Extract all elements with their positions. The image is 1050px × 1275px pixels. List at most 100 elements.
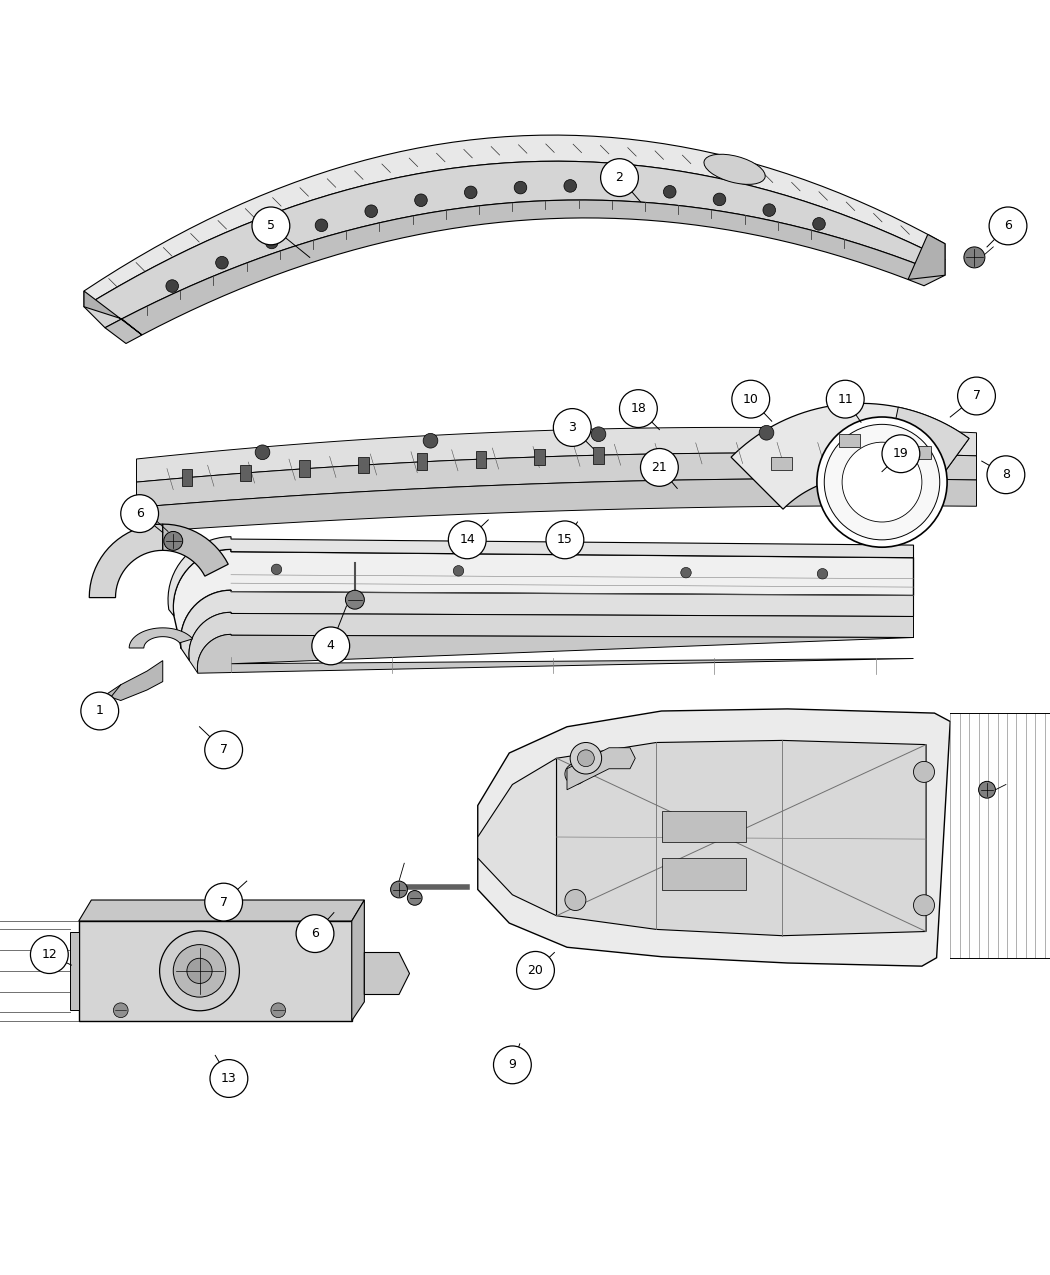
FancyBboxPatch shape [299, 460, 310, 477]
Polygon shape [189, 612, 914, 673]
Circle shape [578, 750, 594, 766]
Circle shape [964, 247, 985, 268]
Circle shape [958, 377, 995, 414]
FancyBboxPatch shape [534, 449, 545, 465]
Circle shape [266, 236, 278, 249]
Circle shape [601, 158, 638, 196]
Text: 9: 9 [508, 1058, 517, 1071]
Circle shape [345, 590, 364, 609]
Circle shape [613, 181, 626, 194]
Polygon shape [478, 709, 950, 966]
Circle shape [312, 627, 350, 664]
Circle shape [464, 186, 477, 199]
Polygon shape [89, 524, 163, 598]
Bar [771, 458, 792, 470]
Circle shape [664, 185, 676, 198]
Circle shape [713, 193, 726, 205]
Circle shape [824, 425, 940, 539]
FancyBboxPatch shape [182, 469, 192, 486]
FancyBboxPatch shape [417, 454, 427, 470]
Polygon shape [70, 932, 79, 1010]
Circle shape [565, 764, 586, 784]
FancyBboxPatch shape [240, 464, 251, 482]
Text: 10: 10 [742, 393, 759, 405]
Bar [839, 435, 860, 446]
Polygon shape [129, 627, 193, 648]
Polygon shape [105, 200, 945, 343]
Circle shape [255, 445, 270, 459]
Polygon shape [79, 900, 364, 921]
Circle shape [173, 945, 226, 997]
Circle shape [423, 434, 438, 448]
Polygon shape [136, 427, 976, 482]
Polygon shape [168, 537, 914, 616]
Circle shape [813, 218, 825, 231]
Circle shape [763, 204, 776, 217]
Bar [910, 446, 931, 459]
Polygon shape [84, 161, 945, 328]
Text: 7: 7 [219, 743, 228, 756]
Text: 19: 19 [892, 448, 908, 460]
Text: 2: 2 [615, 171, 624, 184]
Text: 15: 15 [556, 533, 573, 547]
Polygon shape [556, 741, 926, 936]
Polygon shape [136, 453, 976, 507]
Polygon shape [352, 900, 364, 1021]
Circle shape [215, 256, 228, 269]
FancyBboxPatch shape [358, 456, 369, 473]
Polygon shape [173, 550, 914, 649]
Text: 5: 5 [267, 219, 275, 232]
Circle shape [914, 761, 934, 783]
Text: 14: 14 [460, 533, 475, 547]
Polygon shape [567, 747, 635, 789]
Polygon shape [105, 660, 163, 700]
Text: 12: 12 [42, 949, 57, 961]
Circle shape [591, 427, 606, 441]
Circle shape [989, 207, 1027, 245]
Circle shape [570, 742, 602, 774]
Circle shape [391, 881, 407, 898]
Polygon shape [908, 235, 945, 279]
Circle shape [979, 782, 995, 798]
Circle shape [187, 959, 212, 983]
Circle shape [514, 181, 527, 194]
Polygon shape [883, 407, 969, 499]
Polygon shape [364, 952, 410, 994]
Bar [662, 858, 746, 890]
Polygon shape [478, 759, 556, 915]
Text: 6: 6 [1004, 219, 1012, 232]
Circle shape [448, 521, 486, 558]
Text: 1: 1 [96, 705, 104, 718]
Circle shape [546, 521, 584, 558]
Circle shape [271, 1003, 286, 1017]
Text: 21: 21 [651, 460, 668, 474]
Circle shape [732, 380, 770, 418]
Circle shape [315, 219, 328, 232]
Text: 7: 7 [972, 389, 981, 403]
Text: 4: 4 [327, 639, 335, 653]
Polygon shape [84, 135, 945, 307]
Text: 3: 3 [568, 421, 576, 434]
Circle shape [842, 442, 922, 521]
Circle shape [121, 495, 159, 533]
Circle shape [164, 532, 183, 551]
Ellipse shape [704, 154, 765, 185]
Circle shape [205, 731, 243, 769]
Circle shape [817, 417, 947, 547]
Text: 7: 7 [219, 895, 228, 909]
Circle shape [454, 566, 464, 576]
Circle shape [680, 567, 691, 578]
Circle shape [826, 380, 864, 418]
Circle shape [517, 951, 554, 989]
Circle shape [565, 890, 586, 910]
Circle shape [564, 180, 576, 193]
Polygon shape [731, 403, 969, 509]
Text: 13: 13 [220, 1072, 237, 1085]
Circle shape [113, 1003, 128, 1017]
Text: 18: 18 [630, 402, 647, 416]
Circle shape [81, 692, 119, 729]
Circle shape [407, 890, 422, 905]
Bar [662, 811, 746, 843]
Circle shape [914, 895, 934, 915]
Polygon shape [197, 635, 913, 673]
